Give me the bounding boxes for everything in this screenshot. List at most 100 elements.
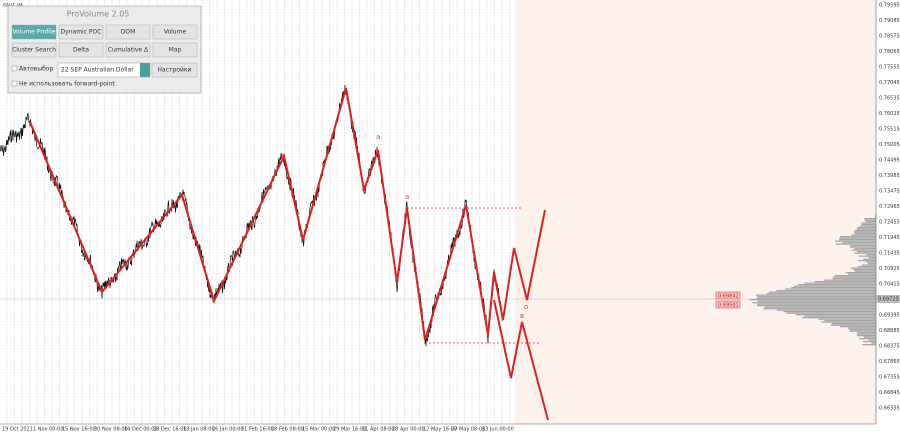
price-label: 0.79595 bbox=[879, 3, 900, 9]
price-label: 0.77045 bbox=[879, 80, 900, 86]
profile-bar bbox=[861, 344, 876, 346]
panel-button[interactable]: Dynamic POC bbox=[58, 24, 104, 40]
panel-button[interactable]: Cumulative Δ bbox=[105, 42, 151, 58]
button-face[interactable] bbox=[11, 42, 57, 58]
panel-button[interactable]: Volume Profile bbox=[11, 24, 57, 40]
panel-button[interactable]: DOM bbox=[105, 24, 151, 40]
profile-bar bbox=[850, 267, 876, 269]
profile-bar bbox=[757, 296, 876, 298]
profile-bar bbox=[768, 291, 876, 293]
dropdown-arrow[interactable] bbox=[140, 63, 150, 77]
profile-bar bbox=[854, 230, 876, 232]
profile-bar bbox=[804, 315, 876, 317]
profile-bar bbox=[839, 236, 876, 238]
profile-bar bbox=[795, 314, 876, 316]
profile-bar bbox=[861, 222, 876, 224]
profile-bar bbox=[793, 285, 876, 287]
price-label: 0.76025 bbox=[879, 111, 900, 117]
button-face[interactable] bbox=[11, 24, 57, 40]
future-area bbox=[515, 0, 876, 424]
profile-bar bbox=[820, 321, 876, 323]
profile-bar bbox=[856, 227, 876, 229]
panel-button[interactable]: Map bbox=[152, 42, 198, 58]
price-label: 0.79085 bbox=[879, 18, 900, 24]
profile-bar bbox=[764, 306, 876, 308]
profile-bar bbox=[866, 254, 876, 256]
price-label: 0.71945 bbox=[879, 235, 900, 241]
profile-bar bbox=[786, 312, 876, 314]
button-face[interactable] bbox=[58, 42, 104, 58]
checkbox[interactable] bbox=[11, 65, 18, 72]
profile-bar bbox=[824, 279, 876, 281]
price-label: 0.76535 bbox=[879, 96, 900, 102]
settings: Настройки bbox=[158, 67, 192, 74]
profile-bar bbox=[856, 228, 876, 230]
profile-bar bbox=[868, 339, 876, 341]
profile-bar bbox=[857, 332, 876, 334]
time-label: 28 Feb 08:00 bbox=[271, 427, 304, 433]
button-face[interactable] bbox=[105, 24, 151, 40]
profile-bar bbox=[830, 324, 876, 326]
price-label: 0.71435 bbox=[879, 251, 900, 257]
profile-bar bbox=[824, 320, 876, 322]
profile-bar bbox=[871, 342, 876, 344]
time-label: 30 Nov 08:00 bbox=[94, 427, 128, 433]
time-label: 26 Jan 00:00 bbox=[212, 427, 244, 433]
panel-button[interactable]: Cluster Search bbox=[11, 42, 57, 58]
price-label: 0.66335 bbox=[879, 406, 900, 412]
auto-select: Автовыбор bbox=[19, 66, 53, 73]
profile-bar bbox=[776, 309, 876, 311]
profile-bar bbox=[831, 323, 876, 325]
button-face[interactable] bbox=[152, 42, 198, 58]
price-label: 0.77555 bbox=[879, 65, 900, 71]
profile-bar bbox=[868, 257, 876, 259]
button-label: Volume bbox=[164, 29, 187, 36]
profile-bar bbox=[856, 251, 876, 253]
profile-bar bbox=[875, 216, 876, 218]
profile-bar bbox=[791, 287, 876, 289]
checkbox[interactable] bbox=[11, 80, 18, 87]
profile-bar bbox=[850, 246, 876, 248]
profile-bar bbox=[849, 330, 876, 332]
price-label: 0.68885 bbox=[879, 328, 900, 334]
time-label: 13 Jan 08:00 bbox=[183, 427, 215, 433]
time-label: 11 Apr 08:00 bbox=[362, 427, 395, 433]
volume-profile bbox=[749, 215, 876, 346]
profile-bar bbox=[839, 237, 876, 239]
panel-title: ProVolume 2.05 bbox=[67, 10, 130, 19]
profile-bar bbox=[835, 243, 876, 245]
button-face[interactable] bbox=[105, 42, 151, 58]
settings-button[interactable]: Настройки bbox=[151, 62, 198, 78]
profile-bar bbox=[858, 255, 876, 257]
time-label: 29 Mar 16:00 bbox=[333, 427, 366, 433]
profile-bar bbox=[763, 308, 876, 310]
price-label: 0.78065 bbox=[879, 49, 900, 55]
profile-bar bbox=[755, 294, 876, 296]
button-label: Map bbox=[169, 47, 182, 54]
time-label: 13 Jun 00:00 bbox=[482, 427, 514, 433]
profile-bar bbox=[863, 341, 876, 343]
profile-bar bbox=[864, 218, 876, 220]
button-label: DOM bbox=[121, 29, 136, 36]
profile-bar bbox=[797, 284, 876, 286]
profile-bar bbox=[854, 252, 876, 254]
price-label: 0.72455 bbox=[879, 220, 900, 226]
profile-bar bbox=[835, 240, 876, 242]
panel-button[interactable]: Volume bbox=[152, 24, 198, 40]
time-label: 27 May 08:00 bbox=[451, 427, 485, 433]
profile-bar bbox=[756, 303, 876, 305]
button-face[interactable] bbox=[152, 24, 198, 40]
profile-bar bbox=[859, 225, 876, 227]
profile-bar bbox=[853, 231, 876, 233]
profile-bar bbox=[757, 305, 876, 307]
price-label: 0.75515 bbox=[879, 127, 900, 133]
profile-bar bbox=[859, 338, 876, 340]
button-face[interactable] bbox=[58, 24, 104, 40]
projection bbox=[493, 299, 549, 421]
symbol: 6AU1,H4 bbox=[3, 3, 23, 9]
price-label: 0.70415 bbox=[879, 282, 900, 288]
profile-bar bbox=[853, 269, 876, 271]
time-label: 12 May 16:00 bbox=[423, 427, 457, 433]
panel-button[interactable]: Delta bbox=[58, 42, 104, 58]
provolume-panel: ProVolume 2.05 Volume Profile Dynamic POC… bbox=[7, 5, 202, 94]
